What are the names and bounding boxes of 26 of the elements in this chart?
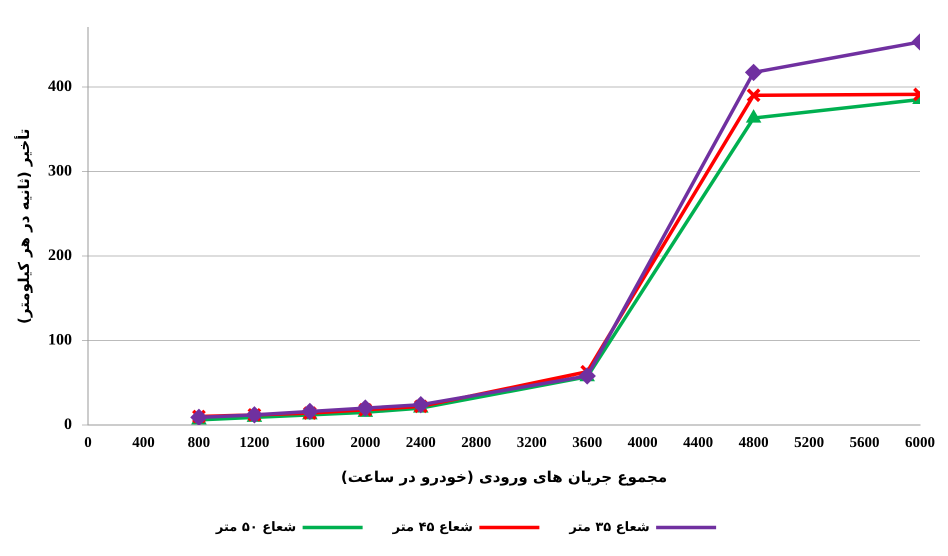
- legend-label: شعاع ۴۵ متر: [392, 520, 473, 535]
- x-tick-label: 5600: [850, 434, 880, 451]
- y-axis-title: تأخیر (ثانیه در هر کیلومتر): [14, 128, 33, 324]
- x-tick-label: 2800: [461, 434, 492, 451]
- legend-label: شعاع ۵۰ متر: [214, 520, 296, 535]
- x-tick-label: 4400: [683, 434, 714, 451]
- x-tick-label: 400: [132, 434, 155, 451]
- x-tick-label: 1600: [294, 434, 325, 451]
- x-tick-label: 4000: [628, 434, 658, 451]
- y-tick-label: 200: [48, 247, 72, 264]
- legend-label: شعاع ۳۵ متر: [568, 520, 650, 535]
- y-tick-label: 0: [64, 416, 72, 434]
- y-tick-label: 400: [48, 78, 72, 95]
- x-tick-label: 1200: [239, 434, 270, 451]
- x-tick-label: 3200: [516, 434, 547, 451]
- y-tick-label: 300: [48, 162, 72, 180]
- x-tick-label: 3600: [572, 434, 602, 451]
- x-axis-title: مجموع جریان های ورودی (خودرو در ساعت): [340, 468, 668, 486]
- x-tick-label: 2000: [350, 434, 380, 451]
- x-tick-label: 0: [84, 434, 92, 451]
- x-tick-label: 4800: [738, 434, 769, 451]
- x-tick-label: 800: [188, 434, 210, 451]
- x-tick-label: 6000: [905, 434, 935, 451]
- y-tick-label: 100: [48, 332, 72, 349]
- x-tick-label: 2400: [406, 434, 436, 451]
- x-tick-label: 5200: [794, 434, 824, 451]
